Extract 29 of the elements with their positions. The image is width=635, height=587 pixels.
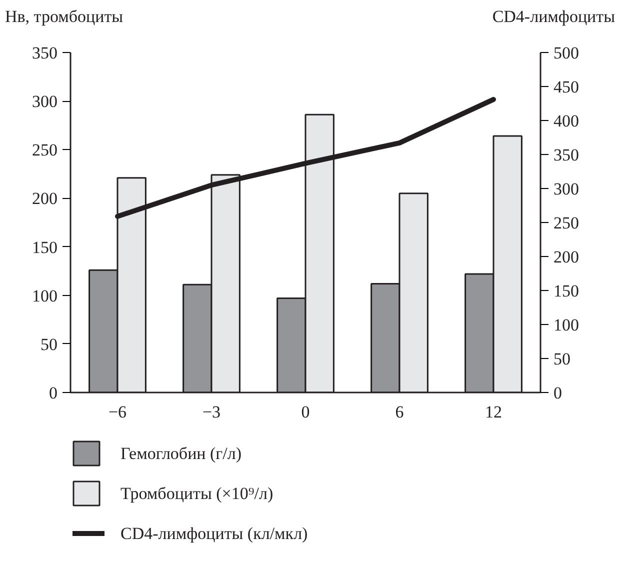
x-tick-label: −3 [202, 402, 221, 422]
y2-tick-label: 350 [554, 146, 579, 164]
legend-label: Гемоглобин (г/л) [120, 444, 242, 463]
y2-tick-label: 150 [554, 282, 579, 300]
y-tick-label: 50 [40, 334, 58, 354]
x-tick-label: −6 [108, 402, 127, 422]
x-tick-label: 12 [485, 402, 502, 422]
legend-label: CD4-лимфоциты (кл/мкл) [120, 524, 308, 543]
y-tick-label: 300 [32, 92, 58, 112]
y-tick-label: 0 [49, 384, 58, 402]
x-tick-label: 0 [301, 402, 310, 422]
y-tick-label: 250 [32, 140, 58, 160]
y-tick-label: 200 [32, 189, 58, 208]
y-tick-label: 150 [32, 238, 58, 257]
y2-axis-title: CD4-лимфоциты [492, 6, 615, 28]
y2-tick-label: 250 [554, 214, 579, 232]
y2-tick-label: 500 [554, 44, 579, 62]
legend-label: Тромбоциты (×10⁹/л) [120, 484, 274, 503]
y-tick-label: 350 [32, 44, 58, 62]
y-axis-title: Нв, тромбоциты [5, 6, 124, 28]
y2-tick-label: 200 [554, 248, 579, 266]
y2-tick-label: 400 [554, 112, 579, 130]
y2-tick-label: 100 [554, 316, 579, 334]
x-tick-label: 6 [395, 402, 404, 422]
y2-tick-label: 300 [554, 180, 579, 198]
y2-tick-label: 0 [554, 384, 562, 402]
y2-tick-label: 450 [554, 78, 579, 96]
y-tick-label: 100 [32, 286, 58, 306]
y2-tick-label: 50 [554, 350, 570, 368]
